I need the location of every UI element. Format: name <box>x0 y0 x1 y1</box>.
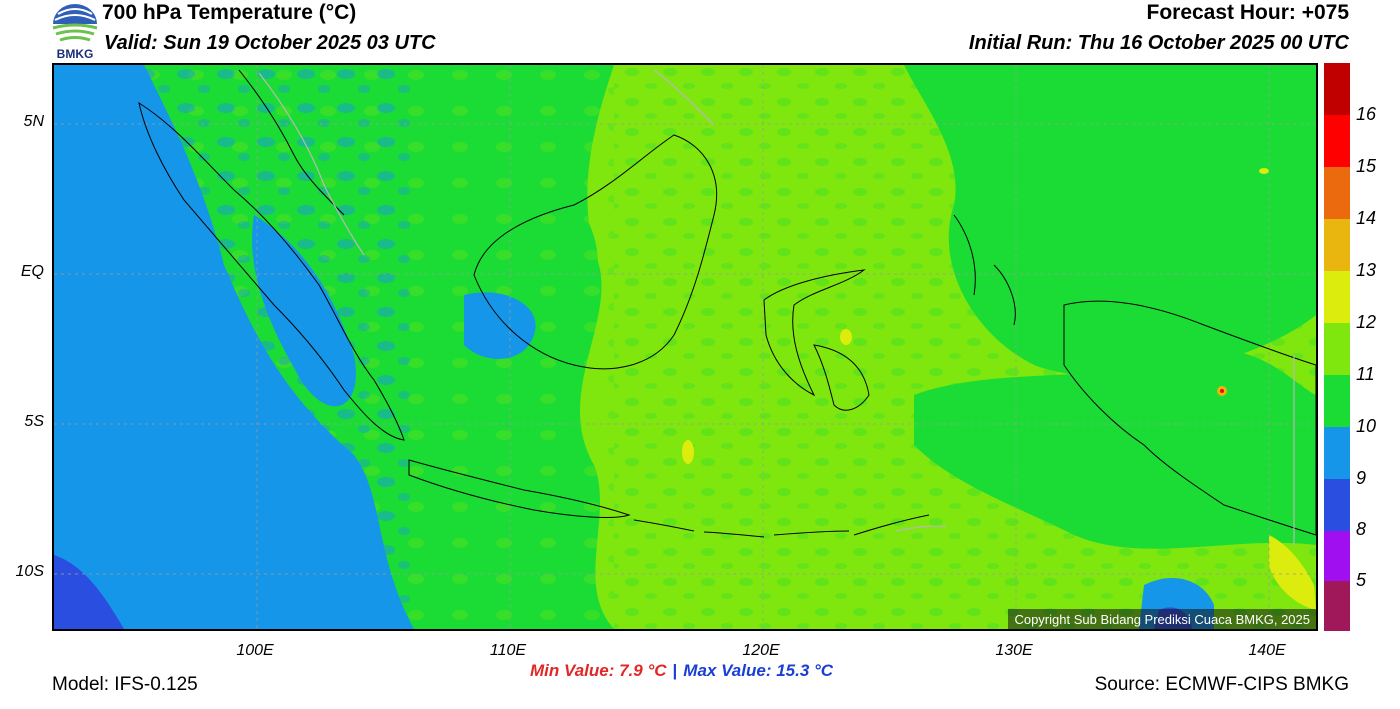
copyright-notice: Copyright Sub Bidang Prediksi Cuaca BMKG… <box>1008 609 1316 630</box>
max-value: Max Value: 15.3 °C <box>683 661 834 680</box>
colorbar-label-12: 12 <box>1356 312 1377 332</box>
colorbar-label-13: 13 <box>1356 260 1377 280</box>
source-label: Source: ECMWF-CIPS BMKG <box>1094 674 1349 695</box>
colorbar-label-15: 15 <box>1356 156 1377 176</box>
colorbar-label-10: 10 <box>1356 416 1377 436</box>
colorbar-label-14: 14 <box>1356 208 1377 228</box>
lon-label-110e: 110E <box>489 642 527 659</box>
lat-label-5n: 5N <box>23 113 44 130</box>
min-value: Min Value: 7.9 °C <box>530 661 667 680</box>
colorbar <box>1324 63 1350 631</box>
lat-label-eq: EQ <box>20 263 44 280</box>
coastlines <box>138 69 1316 538</box>
lon-label-100e: 100E <box>236 642 274 659</box>
map-title: 700 hPa Temperature (°C) <box>102 1 357 24</box>
lon-label-130e: 130E <box>995 642 1033 659</box>
valid-time: Valid: Sun 19 October 2025 03 UTC <box>104 32 436 54</box>
lat-label-5s: 5S <box>24 413 44 430</box>
colorbar-label-9: 9 <box>1356 468 1367 488</box>
bmkg-logo: BMKG <box>50 2 100 61</box>
colorbar-swatches <box>1324 63 1350 631</box>
forecast-hour: Forecast Hour: +075 <box>1146 1 1350 24</box>
lon-label-140e: 140E <box>1248 642 1286 659</box>
colorbar-label-16: 16 <box>1356 104 1377 124</box>
colorbar-label-11: 11 <box>1356 364 1375 384</box>
min-max-separator: | <box>672 661 678 680</box>
temperature-map <box>52 63 1318 631</box>
logo-text: BMKG <box>57 47 94 60</box>
colorbar-label-5: 5 <box>1356 570 1367 590</box>
colorbar-label-8: 8 <box>1356 519 1367 539</box>
lat-label-10s: 10S <box>15 563 44 580</box>
model-label: Model: IFS-0.125 <box>52 674 198 695</box>
initial-run: Initial Run: Thu 16 October 2025 00 UTC <box>968 32 1349 54</box>
lon-label-120e: 120E <box>742 642 780 659</box>
min-max-values: Min Value: 7.9 °C | Max Value: 15.3 °C <box>530 661 833 681</box>
temperature-field <box>54 65 1316 629</box>
bmkg-logo-icon: BMKG <box>52 4 98 61</box>
